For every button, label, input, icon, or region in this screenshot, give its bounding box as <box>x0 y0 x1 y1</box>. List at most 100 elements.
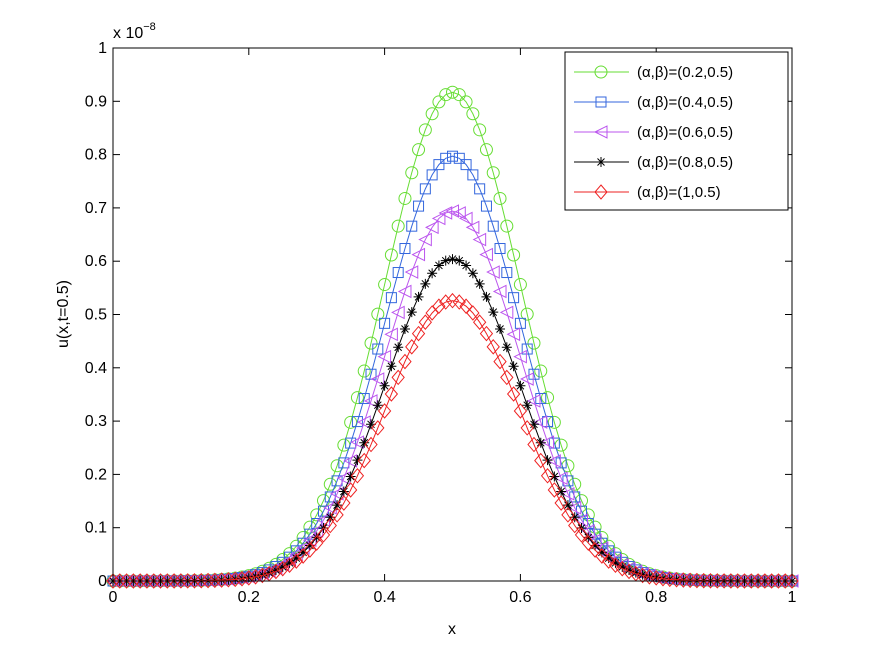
data-point <box>310 508 324 522</box>
y-tick-label: 0.5 <box>85 307 107 324</box>
data-point <box>425 107 439 121</box>
data-point <box>413 291 424 302</box>
data-point <box>289 553 303 569</box>
data-point <box>181 573 195 589</box>
data-point <box>542 455 553 466</box>
data-point <box>447 254 458 265</box>
x-axis-label: x <box>448 621 456 638</box>
data-point <box>291 553 302 564</box>
data-point <box>391 305 405 320</box>
data-point <box>350 391 364 405</box>
data-point <box>541 391 555 405</box>
data-point <box>459 95 473 109</box>
data-point <box>160 573 174 589</box>
data-point <box>703 573 718 589</box>
data-point <box>513 403 528 419</box>
data-point <box>377 403 392 419</box>
data-point <box>316 527 331 543</box>
data-point <box>357 415 371 429</box>
data-point <box>488 307 499 318</box>
data-point <box>555 457 567 469</box>
data-point <box>399 324 410 335</box>
data-point <box>228 571 242 588</box>
data-point <box>248 569 263 585</box>
data-point <box>352 455 363 466</box>
data-point <box>277 561 288 572</box>
x-tick-label: 0.8 <box>645 589 667 606</box>
data-point <box>385 292 397 304</box>
data-point <box>554 495 568 511</box>
data-point <box>446 85 459 99</box>
legend-marker <box>596 157 606 167</box>
data-point <box>534 452 548 469</box>
data-point <box>384 327 398 342</box>
data-point <box>610 557 621 568</box>
data-point <box>284 557 295 568</box>
data-point <box>501 267 513 279</box>
data-point <box>461 260 472 271</box>
data-point <box>420 278 431 289</box>
legend-marker <box>594 184 608 200</box>
data-point <box>405 339 419 355</box>
data-point <box>561 507 575 523</box>
legend-item: (α,β)=(0.8,0.5) <box>574 154 733 171</box>
y-tick-label: 0.3 <box>85 413 107 430</box>
x-tick-label: 0.6 <box>509 589 531 606</box>
data-point <box>194 572 208 589</box>
data-point <box>438 206 453 220</box>
data-point <box>487 220 499 232</box>
data-point <box>595 548 609 564</box>
data-point <box>365 368 377 380</box>
data-point <box>676 572 691 588</box>
data-point <box>391 219 405 233</box>
data-point <box>379 380 390 391</box>
data-point <box>411 247 426 262</box>
data-point <box>568 477 582 491</box>
legend-marker <box>594 65 608 79</box>
data-point <box>439 88 453 102</box>
data-point <box>431 211 446 226</box>
data-point <box>480 200 492 212</box>
data-point <box>465 220 480 235</box>
data-point <box>304 540 315 551</box>
data-point <box>398 191 412 205</box>
data-point <box>425 220 439 235</box>
data-point <box>501 342 512 353</box>
data-point <box>520 307 534 321</box>
data-point <box>398 353 412 370</box>
data-point <box>506 327 521 342</box>
data-point <box>289 539 303 553</box>
series-line <box>113 300 792 582</box>
data-point <box>303 542 317 558</box>
data-point <box>379 317 391 329</box>
data-point <box>418 232 432 247</box>
data-point <box>399 243 411 255</box>
y-tick-label: 0.7 <box>85 200 107 217</box>
data-point <box>323 517 337 534</box>
data-point <box>596 547 607 558</box>
data-point <box>405 166 419 180</box>
y-tick-label: 1 <box>98 40 107 57</box>
data-point <box>343 482 358 498</box>
legend-item: (α,β)=(0.4,0.5) <box>574 94 733 111</box>
data-point <box>499 305 514 320</box>
data-point <box>560 486 575 501</box>
x-tick-label: 0.2 <box>238 589 260 606</box>
data-point <box>418 314 432 330</box>
data-point <box>547 482 562 498</box>
data-point <box>310 535 324 551</box>
data-point <box>547 415 561 429</box>
legend-label: (α,β)=(0.8,0.5) <box>637 154 733 171</box>
data-point <box>500 369 514 386</box>
data-point <box>540 468 555 484</box>
data-point <box>467 169 479 181</box>
data-point <box>418 123 432 137</box>
series-5 <box>106 292 799 589</box>
data-point <box>615 560 629 577</box>
data-point <box>751 573 765 589</box>
data-point <box>372 343 384 355</box>
legend-label: (α,β)=(0.4,0.5) <box>637 94 733 111</box>
data-point <box>669 572 684 588</box>
data-point <box>419 183 431 195</box>
